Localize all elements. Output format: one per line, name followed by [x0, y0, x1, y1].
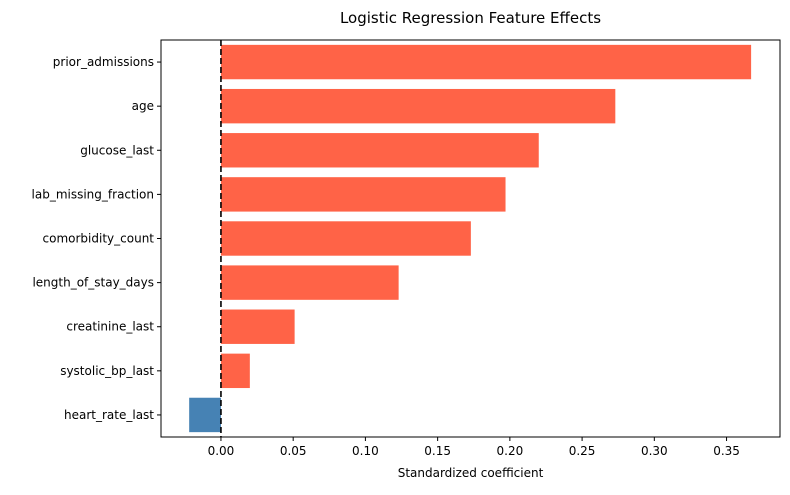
- bar-glucose_last: [220, 133, 539, 168]
- x-tick-label: 0.20: [497, 444, 524, 458]
- bar-heart_rate_last: [189, 397, 221, 433]
- chart-title: Logistic Regression Feature Effects: [340, 9, 601, 27]
- bar-age: [220, 88, 616, 124]
- x-tick-label: 0.05: [280, 444, 307, 458]
- y-tick-label-lab_missing_fraction: lab_missing_fraction: [32, 187, 154, 201]
- x-axis-label: Standardized coefficient: [398, 466, 544, 480]
- bars-group: [189, 44, 752, 433]
- y-tick-label-glucose_last: glucose_last: [80, 143, 154, 157]
- x-tick-label: 0.10: [352, 444, 379, 458]
- bar-creatinine_last: [220, 309, 295, 344]
- y-tick-label-prior_admissions: prior_admissions: [53, 55, 154, 69]
- y-tick-label-length_of_stay_days: length_of_stay_days: [32, 276, 154, 290]
- y-tick-label-creatinine_last: creatinine_last: [66, 320, 154, 334]
- x-axis-ticks: 0.00 0.05 0.10 0.15 0.20 0.25 0.30 0.35: [208, 437, 740, 458]
- y-tick-label-heart_rate_last: heart_rate_last: [64, 408, 154, 422]
- bar-prior_admissions: [220, 44, 752, 80]
- y-tick-label-comorbidity_count: comorbidity_count: [43, 232, 155, 246]
- x-tick-label: 0.35: [713, 444, 740, 458]
- bar-comorbidity_count: [220, 221, 471, 256]
- x-tick-label: 0.25: [569, 444, 596, 458]
- y-tick-label-systolic_bp_last: systolic_bp_last: [60, 364, 154, 378]
- bar-systolic_bp_last: [220, 353, 250, 389]
- x-tick-label: 0.00: [208, 444, 235, 458]
- y-tick-label-age: age: [132, 99, 154, 113]
- bar-length_of_stay_days: [220, 265, 399, 300]
- x-tick-label: 0.15: [424, 444, 451, 458]
- x-tick-label: 0.30: [641, 444, 668, 458]
- bar-lab_missing_fraction: [220, 177, 506, 212]
